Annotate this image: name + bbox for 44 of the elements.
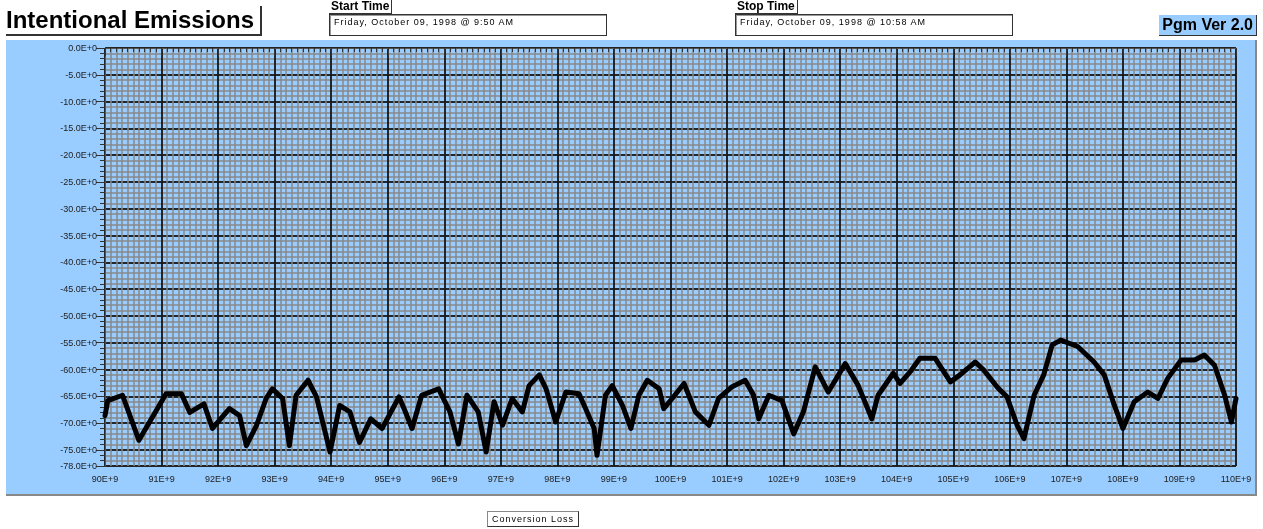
y-tick-label: -75.0E+0: [60, 444, 97, 455]
y-tick-label: -55.0E+0: [60, 337, 97, 348]
x-tick-label: 99E+9: [600, 473, 628, 484]
x-tick-label: 101E+9: [711, 473, 743, 484]
x-tick-label: 97E+9: [487, 473, 514, 484]
y-tick-label: -40.0E+0: [60, 257, 97, 268]
y-tick-label: -20.0E+0: [60, 150, 97, 161]
y-tick-label: -60.0E+0: [60, 364, 97, 375]
y-tick-label: -78.0E+0: [60, 461, 97, 471]
x-axis-title: Conversion Loss: [487, 511, 580, 527]
text: Friday, October 09, 1998 @ 9:50 AM: [329, 14, 607, 36]
x-tick-label: 105E+9: [937, 473, 969, 484]
x-tick-label: 107E+9: [1050, 473, 1082, 484]
x-tick-label: 98E+9: [544, 473, 571, 484]
y-tick-label: -65.0E+0: [60, 391, 97, 402]
x-tick-label: 109E+9: [1163, 473, 1196, 484]
x-tick-label: 103E+9: [824, 473, 856, 484]
y-tick-label: -45.0E+0: [60, 284, 97, 295]
x-tick-label: 92E+9: [204, 473, 232, 484]
y-tick-label: -5.0E+0: [65, 69, 97, 80]
text: Stop Time: [735, 0, 798, 14]
y-tick-label: -15.0E+0: [60, 123, 97, 134]
x-tick-label: 108E+9: [1107, 473, 1139, 484]
y-tick-label: -50.0E+0: [60, 310, 97, 321]
x-tick-label: 110E+9: [1220, 473, 1252, 484]
x-tick-label: 91E+9: [148, 473, 175, 484]
y-tick-label: -25.0E+0: [60, 176, 97, 187]
chart-title: Intentional Emissions: [6, 6, 263, 36]
y-tick-label: 0.0E+0: [68, 43, 97, 53]
text: Start Time: [329, 0, 393, 14]
x-tick-label: 96E+9: [431, 473, 458, 484]
x-tick-label: 93E+9: [261, 473, 288, 484]
x-tick-label: 100E+9: [654, 473, 687, 484]
y-tick-label: -70.0E+0: [60, 418, 97, 429]
x-tick-label: 95E+9: [374, 473, 401, 484]
y-tick-label: -10.0E+0: [60, 96, 97, 107]
y-tick-label: -35.0E+0: [60, 230, 97, 241]
x-tick-label: 94E+9: [318, 473, 345, 484]
x-tick-label: 106E+9: [994, 473, 1026, 484]
x-tick-label: 102E+9: [767, 473, 800, 484]
text: Friday, October 09, 1998 @ 10:58 AM: [735, 14, 1013, 36]
y-tick-label: -30.0E+0: [60, 203, 97, 214]
x-tick-label: 104E+9: [881, 473, 913, 484]
x-tick-label: 90E+9: [91, 473, 119, 484]
